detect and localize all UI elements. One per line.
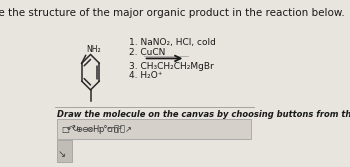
- Text: 3. CH₃CH₂CH₂MgBr: 3. CH₃CH₂CH₂MgBr: [130, 62, 214, 71]
- Text: ↻: ↻: [71, 125, 78, 134]
- Text: ⊗: ⊗: [86, 125, 93, 134]
- Text: cm²: cm²: [106, 125, 122, 134]
- Text: □: □: [61, 125, 69, 134]
- Text: 1. NaNO₂, HCl, cold: 1. NaNO₂, HCl, cold: [130, 38, 216, 47]
- Text: ⊕: ⊕: [76, 125, 83, 134]
- Text: H:: H:: [92, 125, 101, 134]
- Text: 2. CuCN: 2. CuCN: [130, 48, 166, 57]
- Text: p°ᵒ: p°ᵒ: [99, 125, 111, 134]
- Bar: [57, 140, 72, 162]
- Text: ⊖: ⊖: [82, 125, 89, 134]
- Text: NH₂: NH₂: [86, 45, 101, 54]
- Text: ↶: ↶: [66, 125, 74, 134]
- Text: ❓: ❓: [119, 125, 124, 134]
- Text: Draw the molecule on the canvas by choosing buttons from the Tools (for bo: Draw the molecule on the canvas by choos…: [57, 110, 350, 119]
- Text: 4. H₂O⁺: 4. H₂O⁺: [130, 71, 163, 80]
- Text: ↗: ↗: [125, 125, 132, 134]
- Text: ⓘ: ⓘ: [113, 125, 118, 134]
- Text: ↘: ↘: [58, 149, 66, 159]
- Bar: [57, 119, 251, 139]
- Text: Provide the structure of the major organic product in the reaction below.: Provide the structure of the major organ…: [0, 8, 344, 18]
